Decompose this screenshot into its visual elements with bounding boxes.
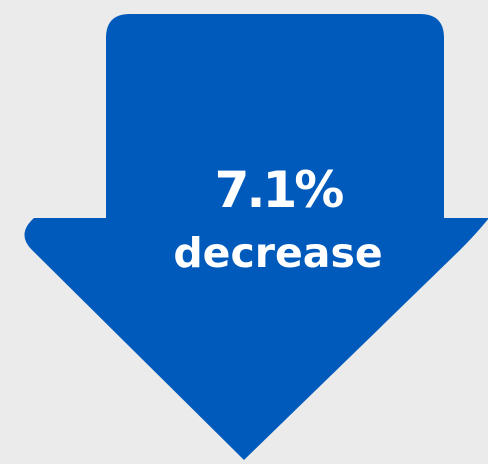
down-arrow-icon — [24, 14, 488, 460]
percentage-value: 7.1% — [214, 161, 345, 219]
change-label: decrease — [173, 229, 383, 277]
